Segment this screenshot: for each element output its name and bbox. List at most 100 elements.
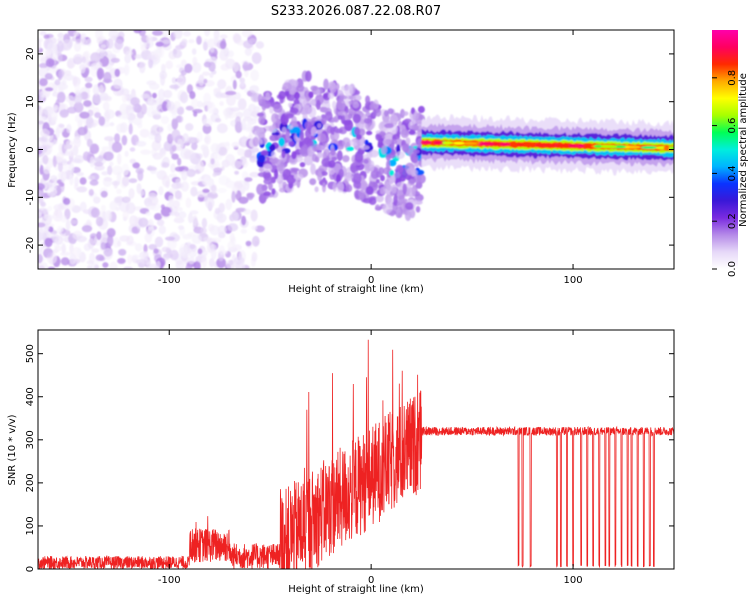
- heatmap-cell: [290, 167, 300, 172]
- heatmap-cell: [241, 119, 247, 131]
- heatmap-cell: [536, 143, 546, 147]
- heatmap-cell: [189, 243, 196, 250]
- heatmap-cell: [109, 122, 115, 127]
- heatmap-cell: [278, 90, 286, 100]
- heatmap-cell: [230, 211, 239, 222]
- heatmap-cell: [109, 261, 118, 269]
- heatmap-cell: [131, 226, 139, 234]
- heatmap-cell: [62, 164, 70, 173]
- heatmap-cell: [128, 123, 133, 135]
- heatmap-cell: [241, 215, 247, 226]
- heatmap-cell: [381, 145, 388, 155]
- heatmap-cell: [315, 99, 321, 110]
- heatmap-cell: [101, 146, 111, 151]
- heatmap-cell: [413, 149, 420, 154]
- heatmap-cell: [239, 78, 246, 87]
- heatmap-cell: [321, 116, 327, 125]
- snr-ytick-label: 400: [25, 387, 36, 406]
- heatmap-cell: [202, 38, 209, 51]
- heatmap-cell: [173, 30, 183, 40]
- heatmap-cell: [103, 71, 112, 84]
- heatmap-cell: [210, 184, 217, 192]
- heatmap-cell: [56, 225, 64, 233]
- heatmap-cell: [154, 236, 164, 248]
- heatmap-cell: [404, 209, 412, 222]
- heatmap-cell: [237, 148, 246, 156]
- heatmap-cell: [182, 31, 191, 37]
- heatmap-cell: [57, 40, 64, 53]
- heatmap-cell: [159, 30, 171, 37]
- heatmap-cell: [173, 101, 181, 109]
- heatmap-cell: [352, 101, 360, 109]
- heatmap-cell: [217, 187, 227, 194]
- heatmap-cell: [232, 79, 237, 90]
- heatmap-cell: [400, 128, 410, 139]
- heatmap-cell: [322, 182, 326, 193]
- heatmap-cell: [285, 131, 290, 142]
- heatmap-cell: [165, 236, 175, 241]
- heatmap-cell: [67, 106, 77, 114]
- heatmap-cell: [235, 116, 241, 126]
- heatmap-cell: [38, 190, 45, 199]
- heatmap-cell: [402, 111, 409, 116]
- heatmap-cell: [203, 78, 208, 84]
- heatmap-cell: [189, 210, 199, 215]
- heatmap-cell: [152, 30, 163, 36]
- heatmap-cell: [321, 158, 330, 167]
- heatmap-cell: [293, 173, 304, 181]
- heatmap-cell: [67, 59, 74, 69]
- heatmap-cell: [299, 130, 305, 141]
- heatmap-cell: [140, 44, 147, 52]
- heatmap-cell: [106, 38, 114, 49]
- heatmap-cell: [274, 114, 280, 120]
- heatmap-cell: [38, 222, 46, 228]
- heatmap-cell: [55, 152, 64, 164]
- heatmap-cell: [389, 211, 395, 217]
- heatmap-cell: [57, 32, 65, 38]
- heatmap-cell: [258, 138, 263, 146]
- heatmap-cell: [169, 84, 180, 90]
- snr-xtick-label: 100: [564, 575, 583, 586]
- heatmap-cell: [408, 130, 416, 135]
- heatmap-cell: [225, 141, 230, 151]
- heatmap-cell: [169, 211, 177, 216]
- heatmap-cell: [293, 99, 300, 106]
- heatmap-cell: [109, 161, 114, 167]
- heatmap-cell: [155, 41, 164, 47]
- heatmap-cell: [200, 227, 207, 235]
- heatmap-cell: [50, 117, 57, 125]
- heatmap-cell: [251, 52, 262, 64]
- heatmap-cell: [93, 161, 104, 167]
- heatmap-cell: [151, 102, 162, 112]
- heatmap-cell: [276, 174, 284, 185]
- heatmap-cell: [73, 53, 83, 65]
- heatmap-cell: [442, 141, 453, 145]
- heatmap-cell: [201, 217, 208, 229]
- heatmap-cell: [182, 133, 189, 144]
- heatmap-cell: [170, 163, 176, 173]
- heatmap-cell: [365, 95, 371, 104]
- heatmap-cell: [63, 171, 73, 181]
- heatmap-ytick-label: -20: [25, 237, 36, 253]
- heatmap-cell: [365, 130, 373, 136]
- heatmap-cell: [219, 245, 225, 256]
- heatmap-cell: [74, 95, 80, 101]
- heatmap-cell: [285, 113, 294, 119]
- heatmap-cell: [242, 135, 247, 148]
- heatmap-cell: [58, 161, 63, 173]
- heatmap-cell: [453, 141, 465, 145]
- heatmap-cell: [331, 156, 338, 161]
- heatmap-cell: [81, 225, 93, 233]
- heatmap-cell: [192, 215, 198, 227]
- heatmap-cell: [281, 126, 287, 135]
- heatmap-cell: [379, 131, 386, 136]
- colorbar-tick-label: 0.6: [727, 118, 738, 134]
- heatmap-cell: [402, 143, 409, 153]
- heatmap-cell: [171, 77, 177, 84]
- heatmap-cell: [165, 60, 173, 70]
- heatmap-cell: [76, 247, 82, 256]
- heatmap-cell: [201, 177, 210, 186]
- heatmap-cell: [196, 131, 203, 143]
- heatmap-cell: [181, 169, 188, 181]
- heatmap-cell: [261, 99, 267, 111]
